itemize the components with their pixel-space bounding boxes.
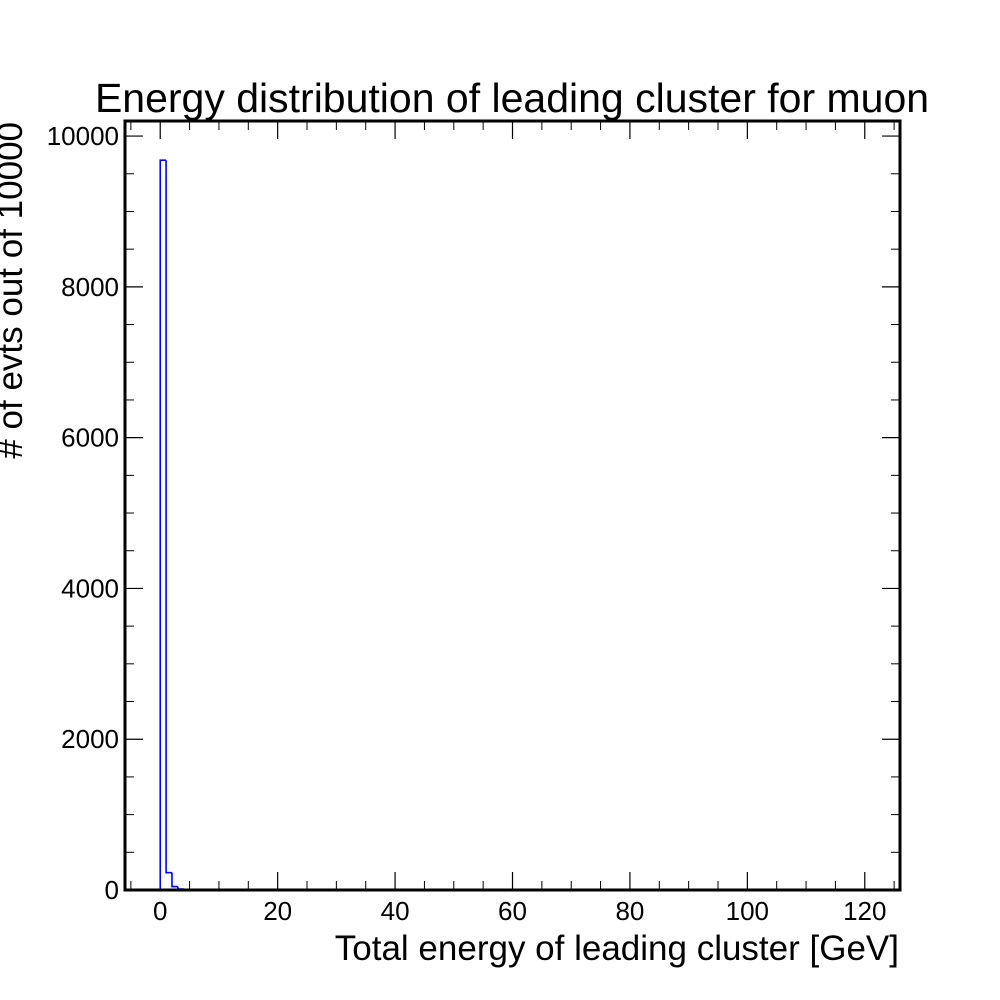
x-tick-label: 80 [615,896,644,926]
histogram-series [159,159,191,891]
y-tick-label: 2000 [61,724,119,754]
x-tick-label: 0 [153,896,167,926]
y-tick-label: 8000 [61,272,119,302]
plot-frame [123,119,902,892]
x-tick-label: 100 [726,896,769,926]
y-tick-label: 4000 [61,573,119,603]
y-tick-label: 0 [105,875,119,905]
x-axis-ticks: 0 20 40 60 80 100 120 [130,121,895,926]
x-tick-label: 120 [843,896,886,926]
y-tick-label: 10000 [47,121,119,151]
chart-title: Energy distribution of leading cluster f… [95,75,929,121]
y-tick-label: 6000 [61,423,119,453]
histogram-bin [171,872,178,888]
y-axis-ticks: 0 2000 4000 6000 8000 10000 [47,121,900,905]
x-tick-label: 20 [263,896,292,926]
x-tick-label: 40 [381,896,410,926]
histogram-bin [165,160,172,874]
x-tick-label: 60 [498,896,527,926]
x-axis-label: Total energy of leading cluster [GeV] [335,929,899,968]
histogram-bin [159,159,167,890]
y-axis-label: # of evts out of 10000 [0,122,30,459]
